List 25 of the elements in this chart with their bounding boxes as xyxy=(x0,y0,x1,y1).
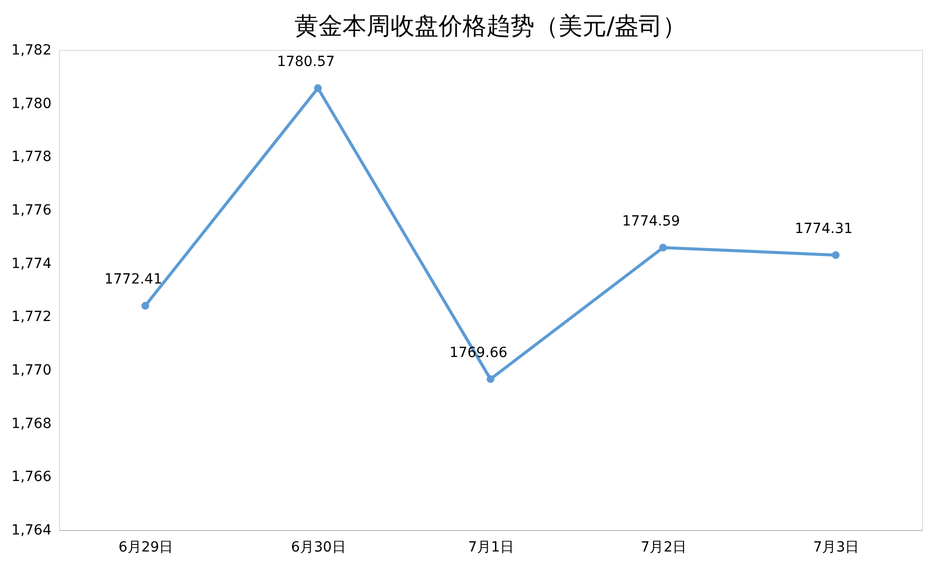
point xyxy=(314,84,322,92)
x-tick-label: 7月2日 xyxy=(640,540,687,556)
chart-title: 黄金本周收盘价格趋势（美元/盎司） xyxy=(294,12,687,40)
y-tick-label: 1,770 xyxy=(11,362,52,378)
y-tick-label: 1,764 xyxy=(11,522,52,538)
x-tick-label: 7月1日 xyxy=(468,540,514,556)
y-tick-label: 1,772 xyxy=(11,309,52,326)
y-tick-label: 1,778 xyxy=(11,149,52,166)
point xyxy=(141,302,150,310)
data-label: 1774.59 xyxy=(622,214,680,230)
y-tick-label: 1,776 xyxy=(11,202,52,218)
y-tick-label: 1,780 xyxy=(11,96,52,112)
y-tick-label: 1,774 xyxy=(11,256,52,272)
x-tick-label: 6月30日 xyxy=(291,540,346,556)
data-label: 1772.41 xyxy=(104,272,162,288)
point xyxy=(659,244,667,252)
data-label: 1780.57 xyxy=(276,54,335,70)
y-tick-label: 1,766 xyxy=(11,469,52,486)
y-tick-label: 1,768 xyxy=(11,416,52,432)
point xyxy=(832,251,840,259)
data-label: 1774.31 xyxy=(794,221,853,238)
y-tick-label: 1,782 xyxy=(11,42,52,58)
point xyxy=(486,375,494,383)
x-tick-label: 6月29日 xyxy=(118,540,174,556)
x-tick-label: 7月3日 xyxy=(813,540,860,556)
